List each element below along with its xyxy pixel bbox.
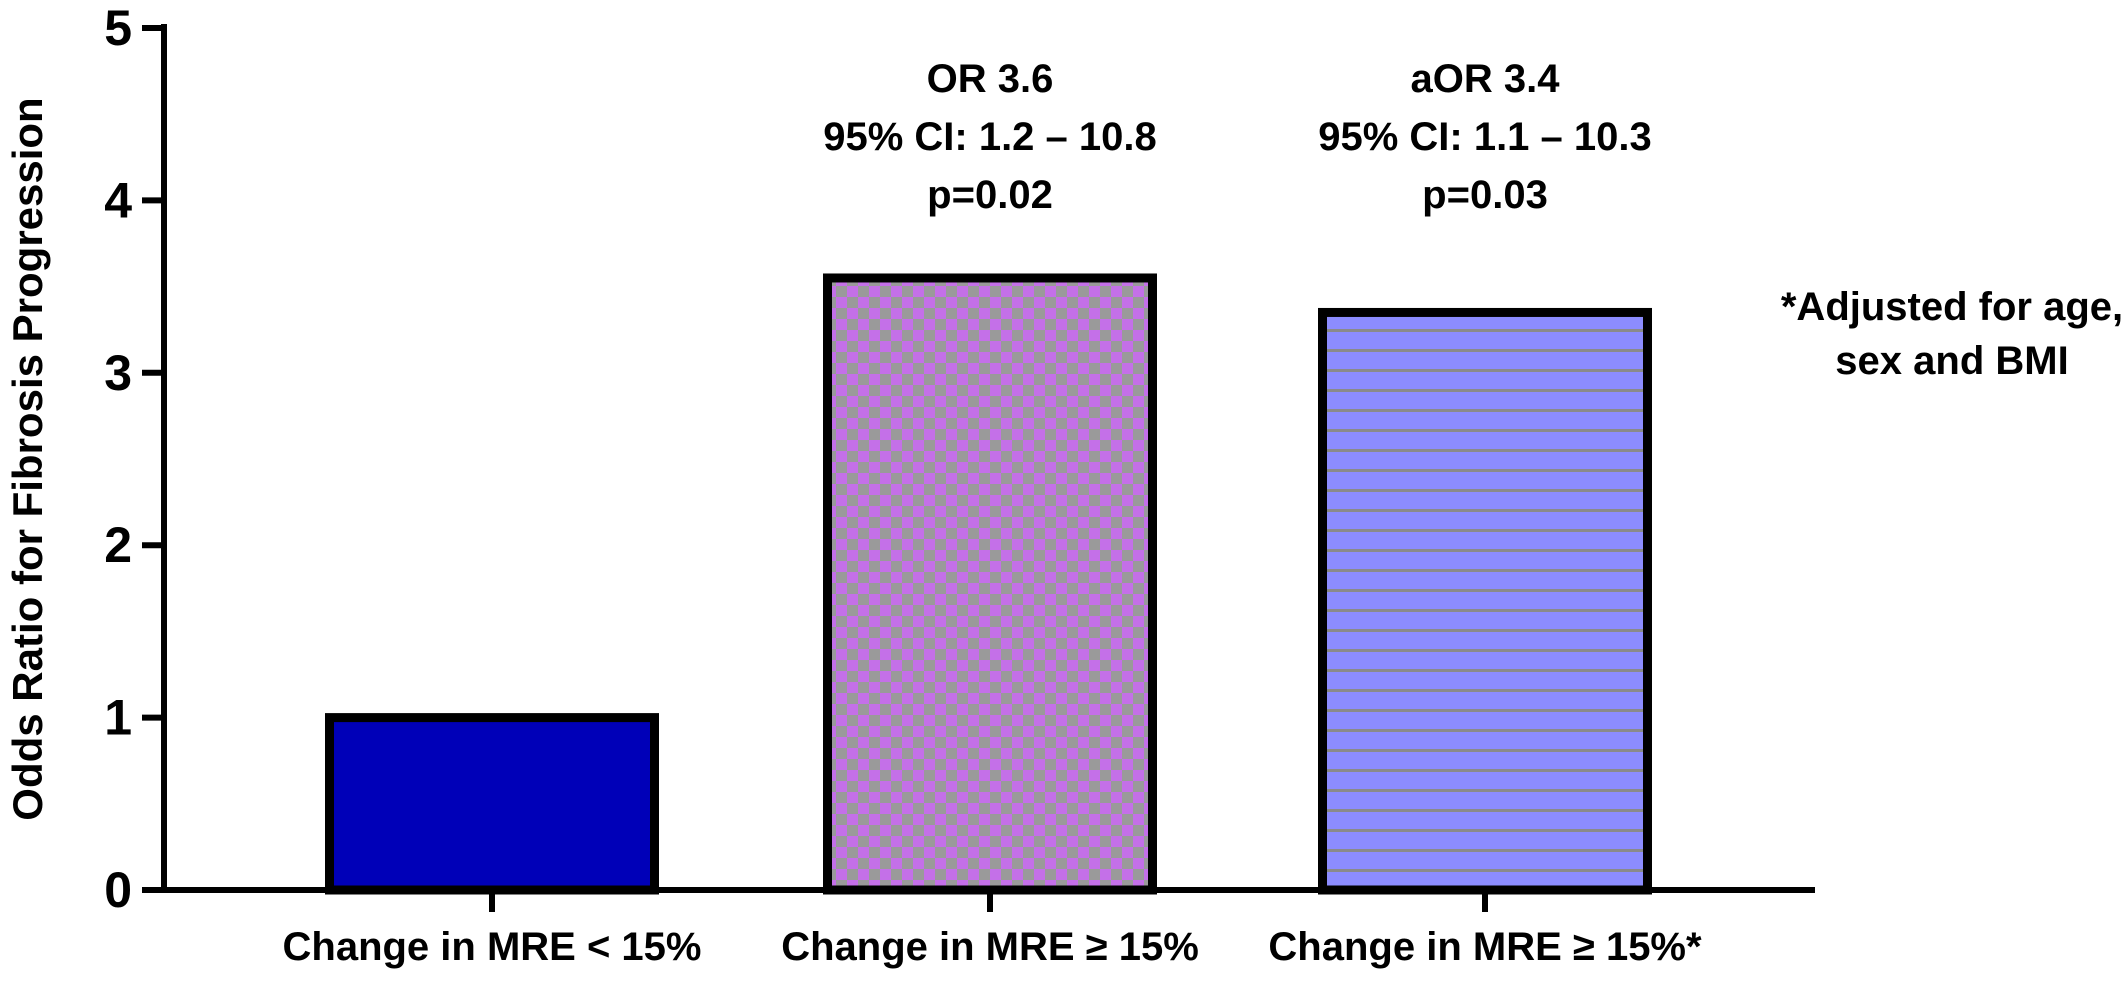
annotation-line: aOR 3.4 (1411, 57, 1561, 101)
annotation-line: p=0.03 (1422, 173, 1548, 217)
y-tick-label: 0 (104, 862, 132, 918)
y-tick-label: 2 (104, 517, 132, 573)
annotation-line: 95% CI: 1.1 – 10.3 (1318, 115, 1652, 159)
bar-3 (1318, 307, 1652, 895)
footnote-line: *Adjusted for age, (1781, 285, 2123, 329)
x-tick-label: Change in MRE ≥ 15% (781, 925, 1199, 969)
y-tick-label: 5 (104, 0, 132, 56)
x-tick-label: Change in MRE ≥ 15%* (1268, 925, 1702, 969)
y-tick-label: 1 (104, 690, 132, 746)
bar-1 (325, 713, 659, 895)
y-axis-title: Odds Ratio for Fibrosis Progression (4, 97, 51, 820)
y-tick-label: 3 (104, 345, 132, 401)
bar-2 (823, 273, 1157, 895)
annotation-line: p=0.02 (927, 173, 1053, 217)
footnote-line: sex and BMI (1835, 339, 2068, 383)
y-tick-label: 4 (104, 172, 132, 228)
annotation-line: OR 3.6 (927, 57, 1054, 101)
x-tick-label: Change in MRE < 15% (283, 925, 702, 969)
annotation-line: 95% CI: 1.2 – 10.8 (823, 115, 1157, 159)
